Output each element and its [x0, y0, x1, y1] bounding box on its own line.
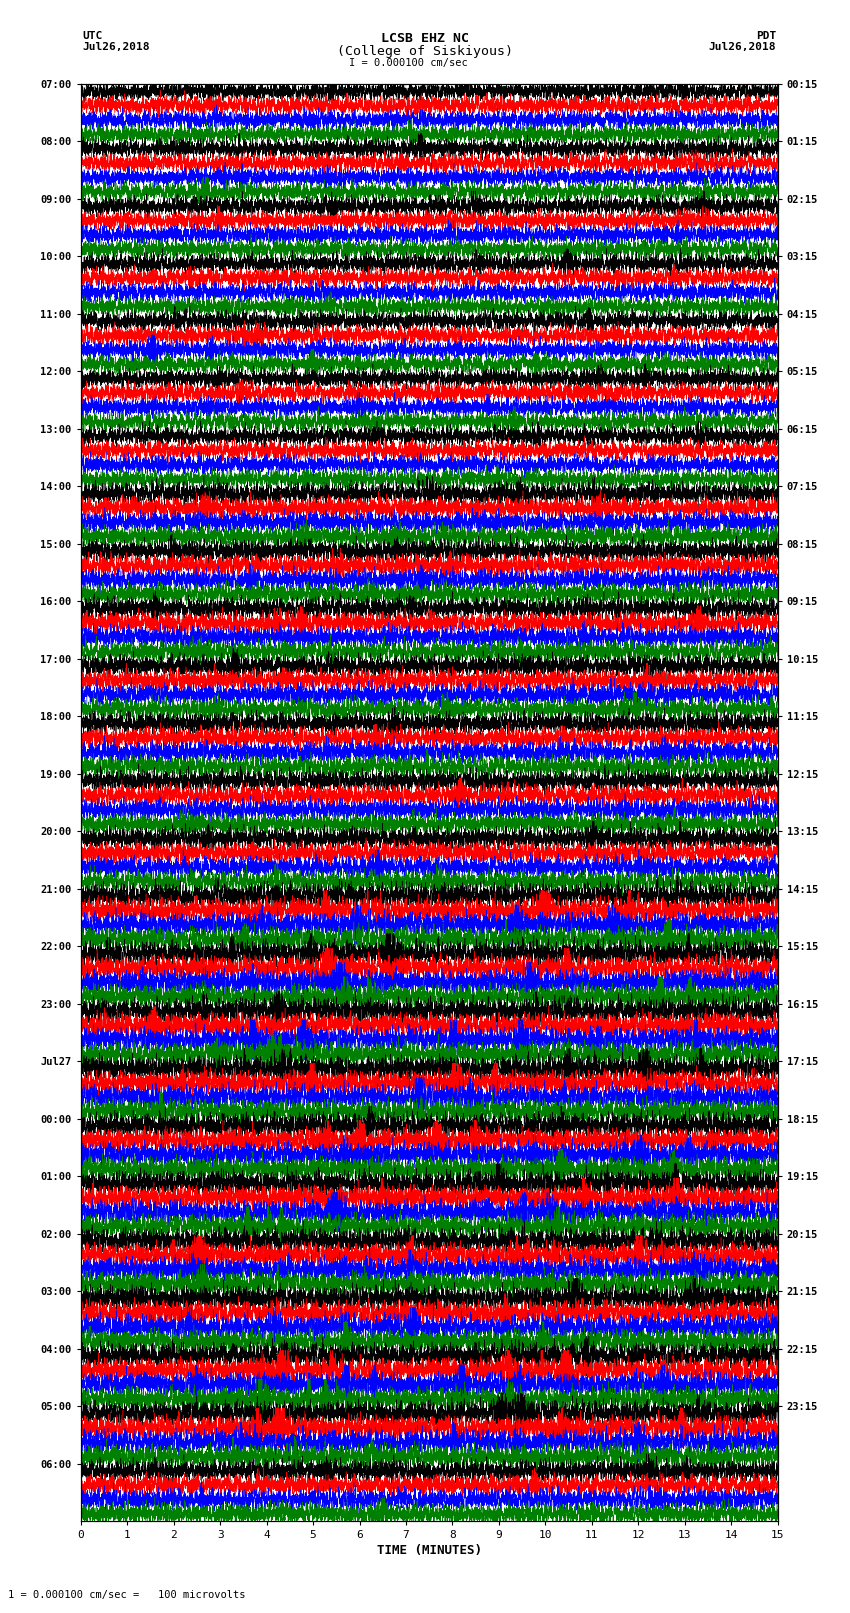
Text: LCSB EHZ NC: LCSB EHZ NC	[381, 32, 469, 45]
Text: Jul26,2018: Jul26,2018	[709, 42, 776, 52]
Text: I = 0.000100 cm/sec: I = 0.000100 cm/sec	[348, 58, 468, 68]
Text: PDT: PDT	[756, 31, 776, 40]
Text: Jul26,2018: Jul26,2018	[82, 42, 150, 52]
Text: 1 = 0.000100 cm/sec =   100 microvolts: 1 = 0.000100 cm/sec = 100 microvolts	[8, 1590, 246, 1600]
X-axis label: TIME (MINUTES): TIME (MINUTES)	[377, 1544, 482, 1557]
Text: UTC: UTC	[82, 31, 103, 40]
Text: (College of Siskiyous): (College of Siskiyous)	[337, 45, 513, 58]
